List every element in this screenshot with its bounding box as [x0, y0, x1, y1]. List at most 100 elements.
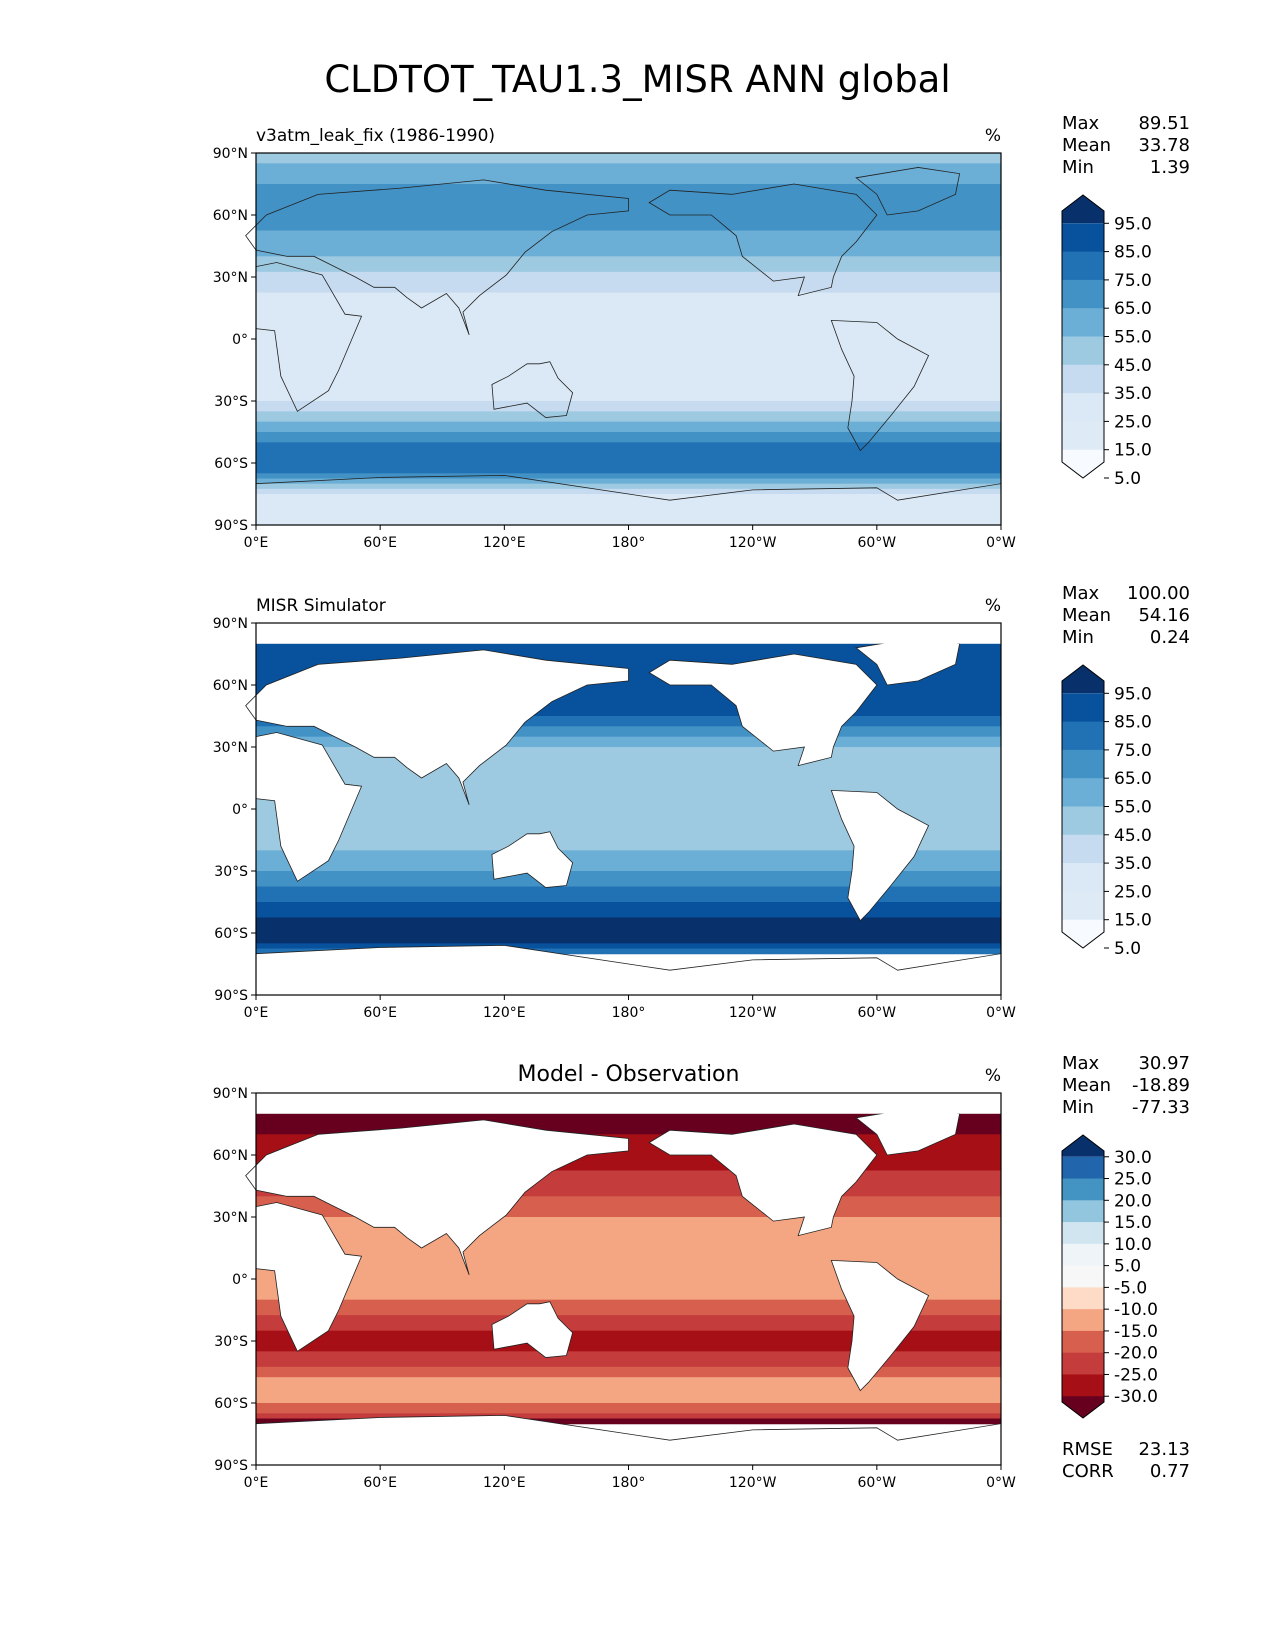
field-band: [256, 1413, 1001, 1420]
field-band: [256, 1356, 1001, 1363]
colorbar-segment: [1062, 393, 1104, 422]
y-tick-label: 60°S: [214, 456, 248, 472]
y-tick-label: 30°N: [213, 1210, 248, 1226]
field-band: [256, 1118, 1001, 1125]
field-band: [256, 1294, 1001, 1301]
field-band: [256, 251, 1001, 257]
field-band: [256, 922, 1001, 929]
field-band: [256, 519, 1001, 526]
y-tick-label: 30°N: [213, 270, 248, 286]
field-band: [256, 1206, 1001, 1213]
colorbar-tick-label: 35.0: [1114, 854, 1152, 874]
field-band: [256, 860, 1001, 867]
field-band: [256, 819, 1001, 826]
field-band: [256, 209, 1001, 216]
field-band: [256, 168, 1001, 175]
colorbar-tick-label: 85.0: [1114, 243, 1152, 263]
field-band: [256, 344, 1001, 350]
colorbar-segment: [1062, 251, 1104, 281]
panel-title: v3atm_leak_fix (1986-1990): [256, 126, 495, 146]
coastline: [648, 1123, 878, 1237]
field-band: [256, 292, 1001, 299]
colorbar-segment: [1062, 1287, 1104, 1310]
stat-label: Max: [1062, 583, 1100, 604]
colorbar-tick-label: -30.0: [1114, 1387, 1158, 1407]
colorbar-tick-label: 55.0: [1114, 328, 1152, 348]
field-band: [256, 876, 1001, 882]
field-band: [256, 406, 1001, 412]
field-band: [256, 654, 1001, 660]
field-band: [256, 1299, 1001, 1306]
field-band: [256, 886, 1001, 893]
x-tick-label: 120°E: [483, 535, 526, 551]
field-band: [256, 1201, 1001, 1208]
field-band: [256, 752, 1001, 758]
stat-value: 1.39: [1150, 157, 1190, 178]
field-band: [256, 271, 1001, 278]
colorbar-outline: [1061, 664, 1105, 949]
panel-reference: 0°E 60°E 120°E 180° 120°W 60°W 0°W 90°N 60°N 30°N…: [213, 583, 1190, 1021]
field-band: [256, 1304, 1001, 1311]
field-band: [256, 230, 1001, 237]
coastline: [491, 361, 574, 418]
colorbar-segment: [1062, 279, 1104, 309]
field-band: [256, 1351, 1001, 1358]
y-tick-label: 30°S: [214, 394, 248, 410]
field-band: [256, 907, 1001, 913]
field-band: [256, 1191, 1001, 1197]
field-band: [256, 798, 1001, 805]
field-band: [256, 1155, 1001, 1161]
field-band: [256, 499, 1001, 505]
field-band: [256, 710, 1001, 717]
field-band: [256, 328, 1001, 335]
field-band: [256, 757, 1001, 764]
field-band: [256, 282, 1001, 288]
colorbar-tick-label: 95.0: [1114, 214, 1152, 234]
field-band: [256, 1273, 1001, 1280]
x-tick-label: 60°W: [857, 1005, 896, 1021]
x-tick-label: 60°E: [363, 1005, 397, 1021]
field-band: [256, 370, 1001, 376]
colorbar-tick-label: 95.0: [1114, 684, 1152, 704]
coastline: [648, 653, 878, 767]
colorbar-segment: [1062, 1309, 1104, 1332]
colorbar-segment: [1062, 834, 1104, 864]
stat-value: -18.89: [1132, 1075, 1190, 1096]
stat-label: Min: [1062, 627, 1094, 648]
colorbar-segment: [1062, 308, 1104, 337]
field-band: [256, 695, 1001, 702]
colorbar-segment: [1062, 1135, 1104, 1157]
colorbar-tick-label: 45.0: [1114, 356, 1152, 376]
field-band: [256, 339, 1001, 345]
colorbar-tick-label: 55.0: [1114, 798, 1152, 818]
field-band: [256, 514, 1001, 521]
field-band: [256, 659, 1001, 665]
field-band: [256, 178, 1001, 185]
field-band: [256, 1258, 1001, 1265]
field-band: [256, 705, 1001, 712]
y-tick-label: 60°N: [213, 208, 248, 224]
field-band: [256, 380, 1001, 387]
field-band: [256, 1346, 1001, 1352]
field-band: [256, 1227, 1001, 1234]
panel-test: 0°E 60°E 120°E 180° 120°W 60°W 0°W 90°N 60°N 30°N…: [213, 113, 1190, 551]
colorbar-tick-label: 35.0: [1114, 384, 1152, 404]
y-tick-label: 0°: [232, 1272, 248, 1288]
colorbar-tick-label: 75.0: [1114, 271, 1152, 291]
field-band: [256, 215, 1001, 221]
field-band: [256, 395, 1001, 402]
colorbar-tick-label: 85.0: [1114, 713, 1152, 733]
colorbar-tick-label: 45.0: [1114, 826, 1152, 846]
colorbar-outline: [1061, 1134, 1105, 1419]
stat-value: 30.97: [1138, 1053, 1190, 1074]
field-band: [256, 1124, 1001, 1130]
y-tick-label: 30°N: [213, 740, 248, 756]
field-band: [256, 1315, 1001, 1321]
field-band: [256, 1232, 1001, 1239]
colorbar-tick-label: 15.0: [1114, 1213, 1152, 1233]
field-band: [256, 1392, 1001, 1399]
field-band: [256, 323, 1001, 330]
field-band: [256, 783, 1001, 789]
colorbar-tick-label: 25.0: [1114, 1170, 1152, 1190]
